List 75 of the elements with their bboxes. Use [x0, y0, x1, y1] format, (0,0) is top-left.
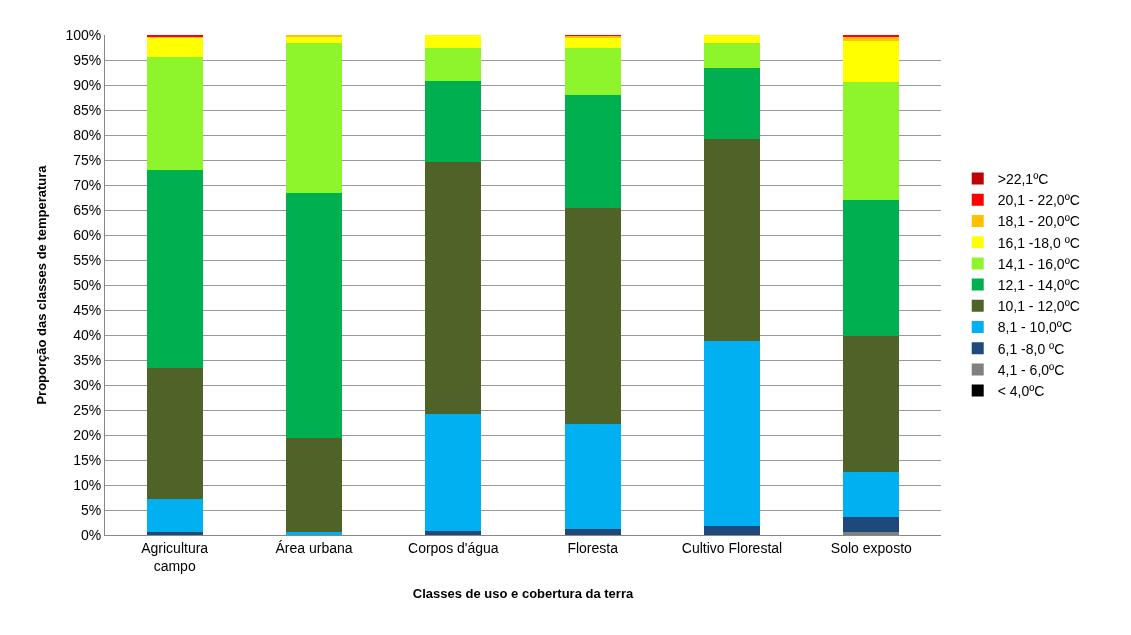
bar [843, 336, 900, 472]
bar [146, 56, 203, 170]
x-axis-title: Classes de uso e cobertura da terra [412, 585, 634, 601]
y-tick-label: 45% [73, 301, 102, 318]
bar [704, 138, 760, 341]
y-tick-label: 35% [73, 351, 102, 368]
bar [146, 367, 203, 499]
y-tick-label: 60% [73, 226, 102, 243]
bar [564, 47, 621, 95]
legend-label: 14,1 - 16,0ºC [997, 255, 1080, 272]
legend-label: 20,1 - 22,0ºC [997, 192, 1080, 209]
bar [843, 82, 900, 200]
bar [704, 67, 760, 139]
legend-label: 6,1 -8,0 ºC [997, 340, 1065, 357]
bar [146, 532, 203, 535]
bar [425, 413, 482, 531]
y-tick-label: 5% [80, 501, 102, 518]
bar [843, 36, 900, 41]
legend-label: >22,1ºC [997, 171, 1049, 188]
bar [425, 161, 482, 414]
bar [286, 42, 342, 193]
bar [425, 47, 482, 81]
y-tick-label: 95% [73, 51, 102, 68]
y-axis-title: Proporção das classes de temperatura [34, 164, 50, 405]
legend-label: 4,1 - 6,0ºC [997, 361, 1065, 378]
bar [286, 437, 342, 532]
y-tick-label: 70% [73, 176, 102, 193]
x-tick-label: Floresta [567, 539, 619, 556]
y-tick-label: 15% [73, 451, 102, 468]
bar [704, 35, 760, 43]
bar [704, 42, 760, 68]
x-tick-label: Cultivo Florestal [681, 539, 783, 556]
bar [564, 423, 621, 529]
y-tick-label: 0% [80, 526, 102, 543]
y-tick-label: 100% [65, 26, 102, 43]
legend-label: 16,1 -18,0 ºC [997, 234, 1080, 251]
y-tick-label: 20% [73, 426, 102, 443]
bar [843, 471, 900, 517]
bar [146, 38, 203, 57]
legend-label: 18,1 - 20,0ºC [997, 213, 1080, 230]
y-tick-label: 50% [73, 276, 102, 293]
x-tick-label: Solo exposto [830, 539, 913, 556]
bar [843, 516, 900, 532]
legend-label: < 4,0ºC [997, 383, 1045, 400]
y-tick-label: 40% [73, 326, 102, 343]
bar [564, 37, 621, 48]
bar [425, 35, 482, 48]
bar [286, 193, 342, 438]
bar [146, 498, 203, 532]
y-tick-label: 85% [73, 101, 102, 118]
bar [286, 36, 342, 43]
legend-label: 8,1 - 10,0ºC [997, 319, 1073, 336]
y-tick-label: 90% [73, 76, 102, 93]
bar [564, 528, 621, 535]
y-tick-label: 65% [73, 201, 102, 218]
y-tick-label: 10% [73, 476, 102, 493]
y-tick-label: 55% [73, 251, 102, 268]
bar [843, 199, 900, 336]
bar [843, 40, 900, 82]
legend-label: 10,1 - 12,0ºC [997, 298, 1080, 315]
x-tick-label: Corpos d'água [408, 539, 499, 556]
bar [704, 341, 760, 526]
y-tick-label: 30% [73, 376, 102, 393]
x-tick-label: Agricultura campo [141, 539, 209, 574]
y-tick-label: 25% [73, 401, 102, 418]
y-tick-label: 75% [73, 151, 102, 168]
bar [425, 81, 482, 162]
bar [564, 94, 621, 208]
y-tick-label: 80% [73, 126, 102, 143]
bar [425, 531, 482, 535]
legend-label: 12,1 - 14,0ºC [997, 277, 1080, 294]
x-tick-label: Área urbana [275, 539, 353, 556]
bar [564, 207, 621, 424]
bar [146, 170, 203, 368]
bar [704, 525, 760, 535]
